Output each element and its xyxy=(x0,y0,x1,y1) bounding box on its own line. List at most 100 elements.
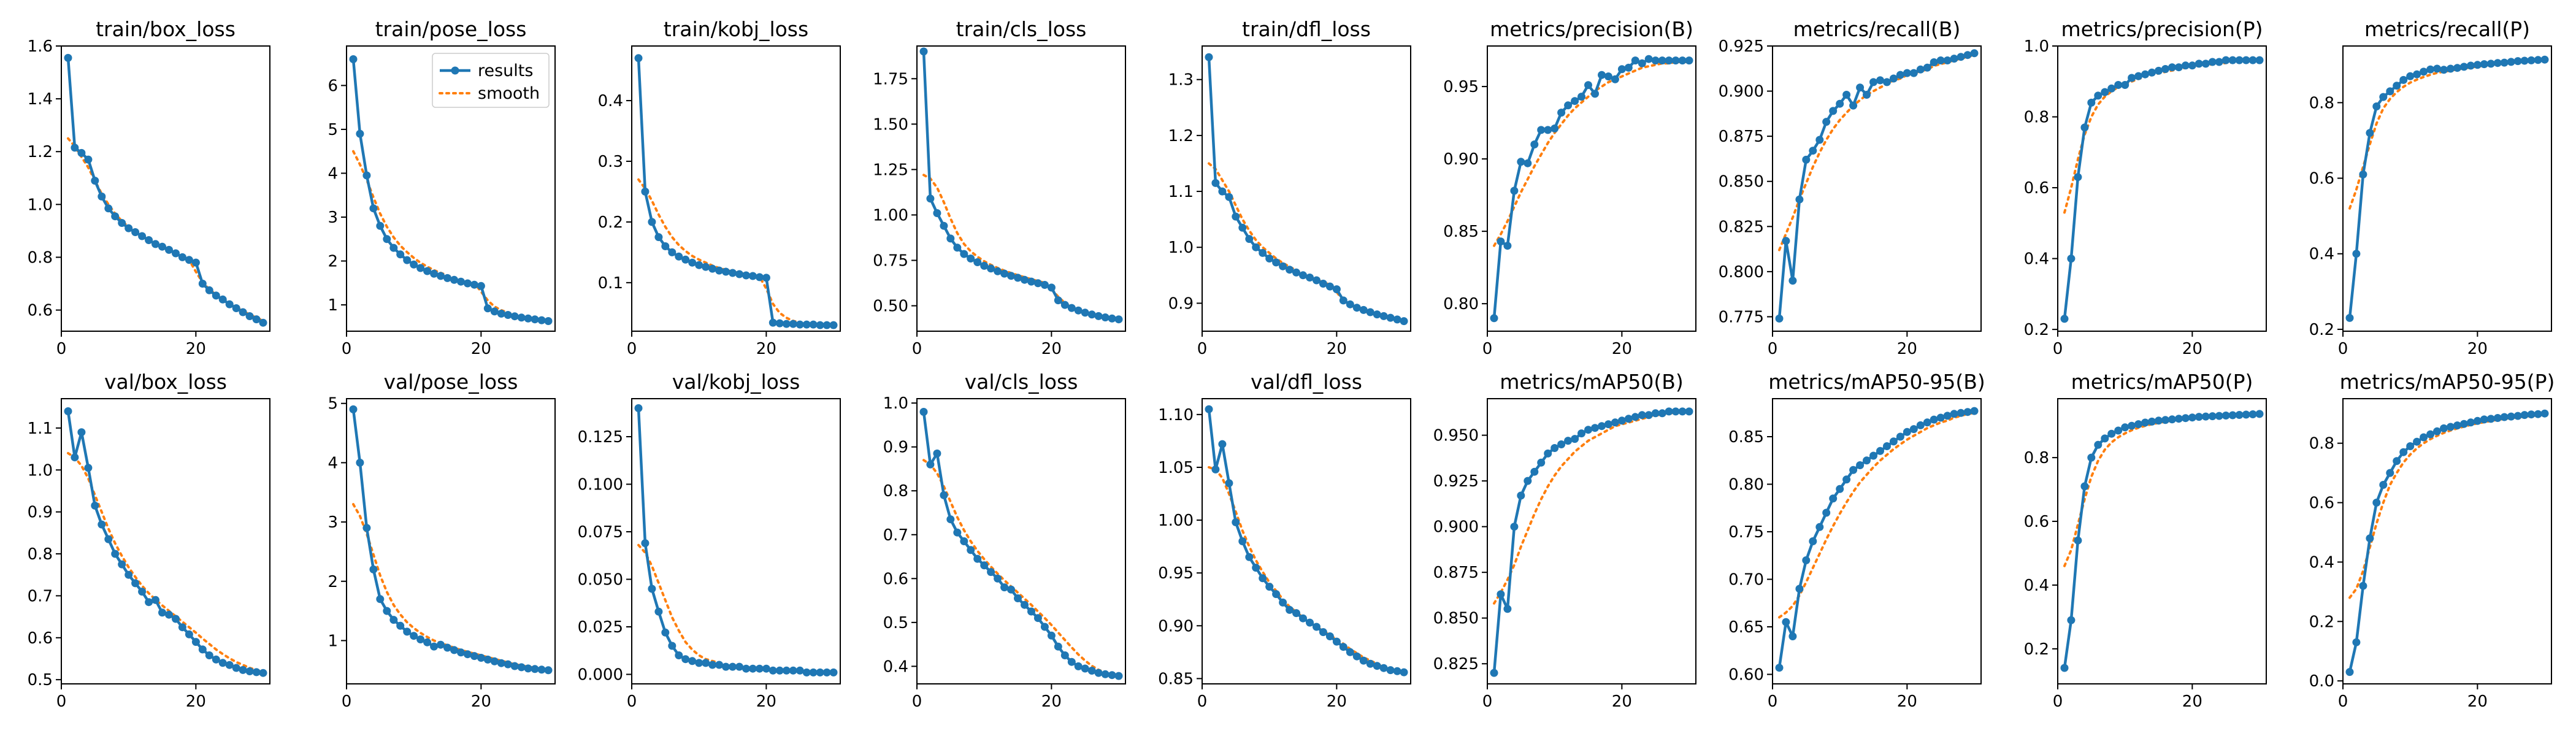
results-point xyxy=(2453,421,2461,430)
results-point xyxy=(2174,63,2183,72)
results-point xyxy=(654,233,663,242)
results-point xyxy=(2188,413,2196,422)
results-point xyxy=(1306,618,1314,627)
results-point xyxy=(919,47,928,56)
results-point xyxy=(2433,64,2441,73)
results-point xyxy=(2486,415,2495,423)
results-point xyxy=(1950,410,1958,418)
results-point xyxy=(769,318,777,327)
results-point xyxy=(1788,632,1797,640)
results-point xyxy=(1379,664,1388,672)
results-point xyxy=(2221,412,2230,420)
results-point xyxy=(1856,461,1865,469)
results-point xyxy=(1638,411,1646,420)
results-point xyxy=(2433,427,2441,435)
results-point xyxy=(232,304,240,312)
results-point xyxy=(2215,58,2223,66)
results-point xyxy=(2060,315,2069,323)
results-point xyxy=(1114,315,1123,324)
results-point xyxy=(1930,58,1938,66)
results-point xyxy=(1366,659,1374,668)
results-point xyxy=(762,664,770,673)
results-point xyxy=(191,638,200,646)
x-tick-label: 0 xyxy=(1768,692,1778,711)
results-point xyxy=(1963,51,1972,59)
y-tick-label: 0.4 xyxy=(2024,577,2049,595)
results-point xyxy=(84,464,93,472)
results-point xyxy=(1557,440,1566,448)
results-point xyxy=(973,554,982,563)
x-tick-label: 0 xyxy=(342,692,352,711)
results-point xyxy=(1631,56,1639,65)
results-point xyxy=(1393,667,1401,675)
panel-title: metrics/mAP50-95(P) xyxy=(2340,370,2555,394)
results-point xyxy=(2447,423,2455,431)
results-point xyxy=(1299,614,1307,623)
results-point xyxy=(1809,537,1817,545)
results-point xyxy=(1551,444,1559,452)
y-tick-label: 0.8 xyxy=(2024,449,2049,467)
legend-label-results: results xyxy=(478,61,533,80)
results-point xyxy=(104,535,113,543)
results-point xyxy=(64,53,72,62)
results-point xyxy=(2486,59,2495,68)
results-point xyxy=(198,645,207,654)
results-point xyxy=(1225,193,1233,201)
results-point xyxy=(675,252,683,261)
results-point xyxy=(1286,605,1294,614)
results-point xyxy=(1517,491,1525,500)
results-point xyxy=(1863,456,1871,465)
results-point xyxy=(1782,618,1790,626)
x-tick-label: 20 xyxy=(186,340,206,358)
x-tick-label: 0 xyxy=(1768,340,1778,358)
results-point xyxy=(1530,140,1539,148)
results-series-line xyxy=(66,411,264,675)
results-point xyxy=(994,267,1002,275)
x-tick-label: 20 xyxy=(1897,340,1917,358)
y-tick-label: 0.825 xyxy=(1719,218,1764,236)
results-point xyxy=(118,219,126,227)
results-point xyxy=(1923,63,1931,72)
results-point xyxy=(1252,564,1260,572)
results-point xyxy=(960,537,968,545)
results-point xyxy=(2500,58,2509,67)
results-point xyxy=(742,271,750,280)
results-point xyxy=(510,662,519,670)
results-point xyxy=(2399,75,2408,84)
results-point xyxy=(497,309,505,318)
results-point xyxy=(1373,662,1381,670)
panel-title: metrics/mAP50(P) xyxy=(2071,370,2253,394)
results-point xyxy=(2534,410,2542,418)
results-point xyxy=(1651,409,1660,418)
results-point xyxy=(245,667,254,675)
results-point xyxy=(641,539,650,548)
smooth-series-line xyxy=(1778,53,1976,251)
results-point xyxy=(1658,409,1666,418)
results-point xyxy=(1313,623,1321,631)
results-point xyxy=(2228,411,2237,420)
results-point xyxy=(1259,574,1267,583)
results-point xyxy=(1225,479,1233,488)
results-point xyxy=(634,404,643,412)
results-point xyxy=(1503,242,1512,250)
axes-frame xyxy=(2057,45,2267,332)
chart-panel: val/box_loss 0.5 0.6 0.7 0.8 0.9 1.0 1.1 0 20 xyxy=(28,370,270,711)
smooth-series-line xyxy=(67,451,264,673)
results-point xyxy=(2128,421,2136,430)
y-tick-label: 0.4 xyxy=(2024,250,2049,269)
results-point xyxy=(1359,305,1368,314)
results-point xyxy=(987,568,995,577)
y-tick-label: 0.75 xyxy=(873,251,908,270)
results-point xyxy=(1671,56,1680,65)
y-tick-label: 0.6 xyxy=(2309,170,2334,188)
results-series-line xyxy=(351,409,549,672)
y-tick-label: 0.85 xyxy=(1728,428,1764,447)
plot-area xyxy=(1205,405,1408,677)
results-point xyxy=(423,638,432,646)
results-point xyxy=(362,171,371,180)
results-point xyxy=(1510,523,1519,531)
chart-panel: metrics/precision(B) 0.80 0.85 0.90 0.95 0 20 xyxy=(1443,17,1696,358)
results-point xyxy=(1245,235,1254,243)
y-tick-label: 0.85 xyxy=(1443,223,1479,241)
results-point xyxy=(1265,255,1274,263)
